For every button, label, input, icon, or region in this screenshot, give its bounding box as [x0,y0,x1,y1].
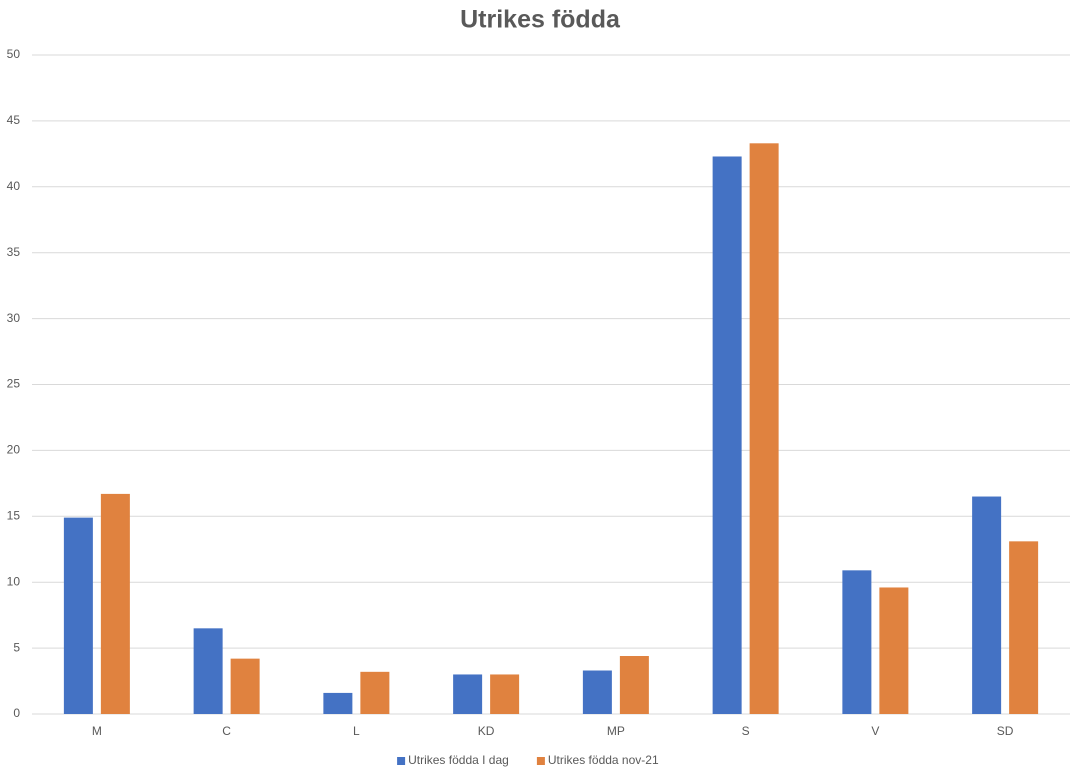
y-tick-label: 0 [13,706,20,720]
bar [712,156,742,715]
x-tick-label: L [353,724,360,738]
x-tick-label: KD [478,724,495,738]
y-tick-label: 20 [7,443,21,457]
y-tick-label: 45 [7,113,21,127]
y-tick-label: 5 [13,640,20,654]
y-tick-label: 35 [7,245,21,259]
x-tick-label: C [222,724,231,738]
y-tick-label: 25 [7,377,21,391]
y-tick-label: 15 [7,508,21,522]
bar [360,671,390,714]
y-tick-label: 50 [7,47,21,61]
bar [453,674,483,714]
x-tick-label: S [742,724,750,738]
y-tick-label: 10 [7,574,21,588]
bar [842,570,872,714]
legend-label: Utrikes födda I dag [408,753,509,767]
chart-title: Utrikes födda [460,6,621,34]
y-tick-label: 40 [7,179,21,193]
bar [230,658,260,714]
bar [100,493,130,714]
y-tick-label: 30 [7,311,21,325]
x-tick-label: MP [607,724,625,738]
x-tick-label: SD [997,724,1014,738]
bar [1009,541,1039,714]
legend-label: Utrikes födda nov-21 [548,753,659,767]
x-tick-label: M [92,724,102,738]
bar [63,517,93,714]
bar [972,496,1002,714]
legend-swatch [397,757,406,765]
bar [193,628,223,714]
bar [582,670,612,714]
bar [490,674,520,714]
legend-swatch [536,757,545,765]
bar [749,143,779,714]
x-tick-label: V [871,724,879,738]
bar [323,692,353,714]
bar [619,656,649,714]
bar [879,587,909,714]
